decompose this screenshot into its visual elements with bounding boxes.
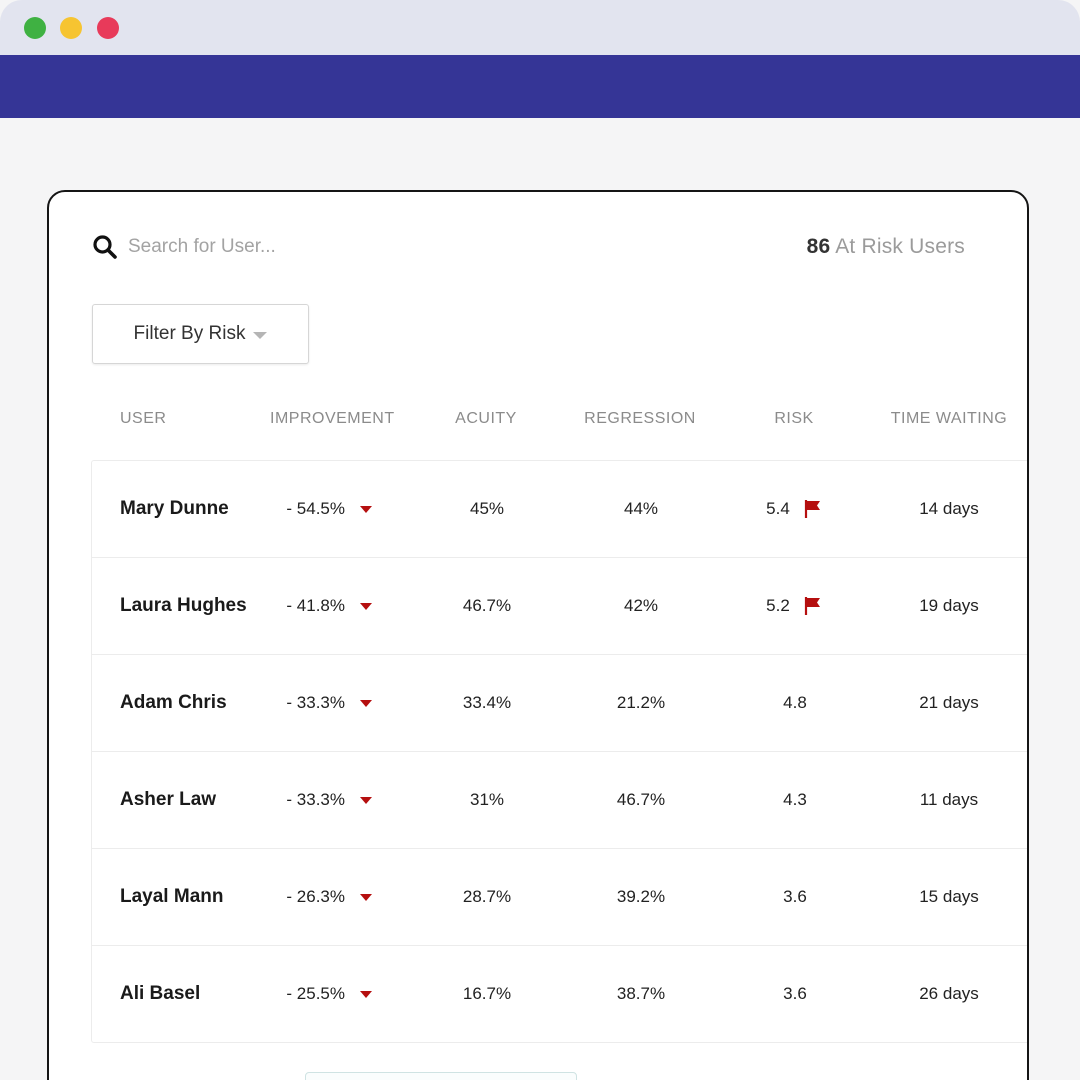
time-waiting-value: 19 days — [919, 596, 979, 615]
at-risk-count: 86 At Risk Users — [807, 235, 965, 259]
table-row[interactable]: Ali Basel - 25.5% 16.7% 38.7% 3.6 26 day… — [92, 946, 1027, 1042]
at-risk-count-number: 86 — [806, 235, 831, 258]
risk-value: 4.8 — [783, 693, 807, 712]
search-bar — [92, 234, 428, 260]
risk-value: 3.6 — [783, 984, 807, 1003]
column-header-improvement[interactable]: IMPROVEMENT — [270, 410, 395, 427]
app-header-bar — [0, 55, 1080, 118]
user-name[interactable]: Layal Mann — [120, 886, 224, 907]
chevron-down-icon — [253, 331, 268, 339]
filter-label: Filter By Risk — [133, 323, 246, 344]
column-header-risk[interactable]: RISK — [774, 410, 814, 427]
flag-icon — [803, 596, 823, 616]
improvement-value: - 26.3% — [286, 887, 345, 906]
minimize-dot[interactable] — [60, 17, 82, 39]
user-name[interactable]: Laura Hughes — [120, 595, 247, 616]
down-arrow-icon — [360, 797, 372, 804]
down-arrow-icon — [360, 603, 372, 610]
time-waiting-value: 26 days — [919, 984, 979, 1003]
improvement-value: - 33.3% — [286, 790, 345, 809]
search-icon[interactable] — [92, 234, 118, 260]
table-row[interactable]: Adam Chris - 33.3% 33.4% 21.2% 4.8 21 da… — [92, 655, 1027, 752]
down-arrow-icon — [360, 700, 372, 707]
improvement-value: - 41.8% — [286, 596, 345, 615]
risk-value: 4.3 — [783, 790, 807, 809]
time-waiting-value: 21 days — [919, 693, 979, 712]
column-header-acuity[interactable]: ACUITY — [455, 410, 517, 427]
maximize-dot[interactable] — [24, 17, 46, 39]
at-risk-count-label: At Risk Users — [835, 235, 965, 258]
improvement-value: - 25.5% — [286, 984, 345, 1003]
time-waiting-value: 11 days — [919, 790, 979, 809]
improvement-value: - 33.3% — [286, 693, 345, 712]
acuity-value: 28.7% — [462, 887, 512, 906]
user-name[interactable]: Asher Law — [120, 789, 217, 810]
table-row[interactable]: Asher Law - 33.3% 31% 46.7% 4.3 11 days — [92, 752, 1027, 849]
column-header-time-waiting[interactable]: TIME WAITING — [890, 410, 1008, 427]
window-titlebar — [0, 0, 1080, 55]
regression-value: 38.7% — [616, 984, 666, 1003]
down-arrow-icon — [360, 991, 372, 998]
risk-value: 5.4 — [766, 499, 790, 518]
search-input[interactable] — [128, 236, 428, 258]
acuity-value: 33.4% — [462, 693, 512, 712]
flag-icon — [803, 499, 823, 519]
column-header-regression[interactable]: REGRESSION — [584, 410, 696, 427]
acuity-value: 46.7% — [462, 596, 512, 615]
close-dot[interactable] — [97, 17, 119, 39]
regression-value: 39.2% — [616, 887, 666, 906]
table-row[interactable]: Layal Mann - 26.3% 28.7% 39.2% 3.6 15 da… — [92, 849, 1027, 946]
regression-value: 44% — [623, 499, 659, 518]
risk-value: 5.2 — [766, 596, 790, 615]
table-row[interactable]: Mary Dunne - 54.5% 45% 44% 5.4 14 days — [92, 461, 1027, 558]
acuity-value: 16.7% — [462, 984, 512, 1003]
table-header: USER IMPROVEMENT ACUITY REGRESSION RISK … — [49, 410, 1027, 440]
column-header-user[interactable]: USER — [120, 410, 167, 427]
user-name[interactable]: Adam Chris — [120, 692, 227, 713]
table-row[interactable]: Laura Hughes - 41.8% 46.7% 42% 5.2 19 da… — [92, 558, 1027, 655]
user-name[interactable]: Mary Dunne — [120, 498, 229, 519]
down-arrow-icon — [360, 506, 372, 513]
time-waiting-value: 15 days — [919, 887, 979, 906]
regression-value: 21.2% — [616, 693, 666, 712]
risk-value: 3.6 — [783, 887, 807, 906]
down-arrow-icon — [360, 894, 372, 901]
user-name[interactable]: Ali Basel — [120, 983, 201, 1004]
regression-value: 42% — [623, 596, 659, 615]
filter-by-risk-dropdown[interactable]: Filter By Risk — [92, 304, 309, 364]
users-table-body: Mary Dunne - 54.5% 45% 44% 5.4 14 days L… — [91, 460, 1027, 1043]
regression-value: 46.7% — [616, 790, 666, 809]
bottom-action-button[interactable] — [305, 1072, 577, 1080]
at-risk-users-card: 86 At Risk Users Filter By Risk USER IMP… — [47, 190, 1029, 1080]
acuity-value: 45% — [469, 499, 505, 518]
acuity-value: 31% — [469, 790, 505, 809]
improvement-value: - 54.5% — [286, 499, 345, 518]
time-waiting-value: 14 days — [919, 499, 979, 518]
